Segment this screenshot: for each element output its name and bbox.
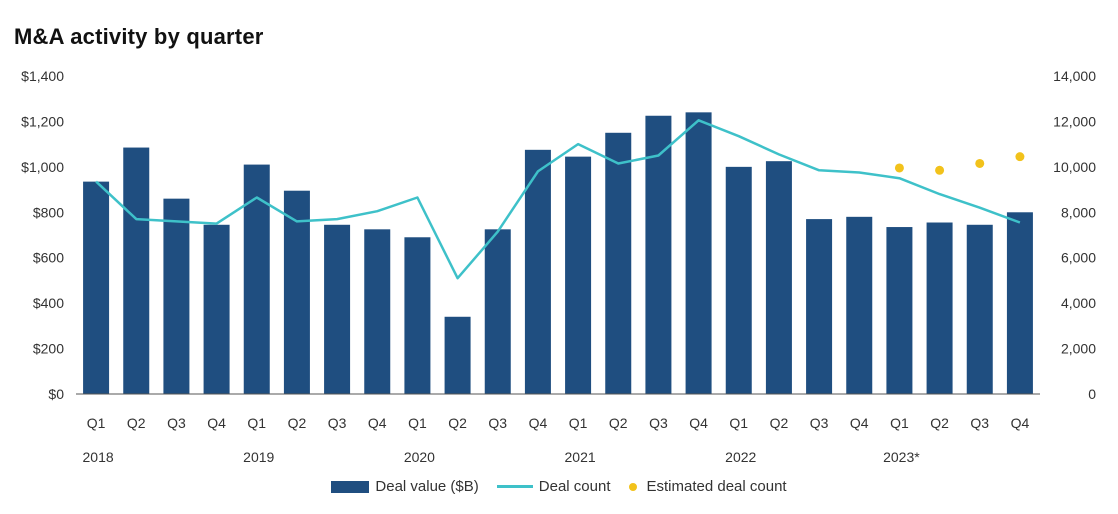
bar-deal-value — [484, 229, 511, 394]
x-tick-label-quarter: Q2 — [930, 415, 949, 431]
bar-deal-value — [524, 149, 551, 394]
x-tick-label-year: 2019 — [243, 449, 274, 465]
x-tick-label-quarter: Q1 — [890, 415, 909, 431]
y-left-tick-label: $1,200 — [21, 113, 64, 129]
legend-label-deal-value: Deal value ($B) — [375, 478, 479, 495]
bar-deal-value — [605, 132, 632, 395]
y-left-tick-label: $0 — [48, 386, 64, 402]
x-tick-label-year: 2023* — [883, 449, 920, 465]
y-right-tick-label: 0 — [1088, 386, 1096, 402]
x-tick-label-quarter: Q1 — [247, 415, 266, 431]
y-right-tick-label: 12,000 — [1053, 113, 1096, 129]
x-tick-label-quarter: Q2 — [609, 415, 628, 431]
chart-title: M&A activity by quarter — [14, 24, 264, 49]
bar-deal-value — [163, 198, 190, 394]
x-tick-label-quarter: Q2 — [127, 415, 146, 431]
y-left-tick-label: $600 — [33, 250, 64, 266]
x-tick-label-quarter: Q4 — [1011, 415, 1030, 431]
bar-deal-value — [444, 316, 471, 394]
legend-label-estimated: Estimated deal count — [646, 478, 787, 495]
bar-deal-value — [324, 224, 351, 394]
y-right-tick-label: 8,000 — [1061, 204, 1096, 220]
x-tick-label-quarter: Q1 — [729, 415, 748, 431]
x-tick-label-year: 2022 — [725, 449, 756, 465]
bar-deal-value — [1006, 212, 1033, 394]
bar-deal-value — [404, 237, 431, 394]
bar-deal-value — [685, 112, 712, 394]
y-right-tick-label: 10,000 — [1053, 159, 1096, 175]
bar-deal-value — [886, 227, 913, 394]
legend-swatch-dot — [628, 482, 637, 491]
point-estimated-deal-count — [894, 163, 904, 173]
point-estimated-deal-count — [1015, 152, 1025, 162]
x-tick-label-quarter: Q2 — [288, 415, 307, 431]
y-right-tick-label: 4,000 — [1061, 295, 1096, 311]
bar-deal-value — [765, 161, 792, 394]
x-tick-label-quarter: Q4 — [850, 415, 869, 431]
y-right-tick-label: 6,000 — [1061, 250, 1096, 266]
bar-deal-value — [203, 224, 230, 394]
bar-deal-value — [806, 219, 833, 394]
x-tick-label-quarter: Q3 — [810, 415, 829, 431]
x-tick-label-quarter: Q4 — [689, 415, 708, 431]
x-tick-label-quarter: Q3 — [328, 415, 347, 431]
bar-deal-value — [725, 166, 752, 394]
bar-deal-value — [846, 216, 873, 394]
bar-deal-value — [645, 115, 672, 394]
bar-deal-value — [565, 156, 592, 394]
legend-item-deal-value: Deal value ($B) — [331, 478, 479, 495]
y-right-tick-label: 14,000 — [1053, 68, 1096, 84]
bar-deal-value — [364, 229, 391, 394]
x-tick-label-quarter: Q2 — [770, 415, 789, 431]
chart-plot: $0 $200 $400 $600 $800 $1,000 $1,200 $1,400 0 2,0… — [21, 68, 1096, 465]
line-deal-count — [95, 119, 1021, 280]
x-tick-label-quarter: Q4 — [529, 415, 548, 431]
y-left-tick-label: $400 — [33, 295, 64, 311]
x-tick-label-quarter: Q3 — [970, 415, 989, 431]
x-tick-label-quarter: Q3 — [649, 415, 668, 431]
x-tick-label-quarter: Q4 — [368, 415, 387, 431]
legend-swatch-line — [496, 485, 533, 488]
x-tick-label-quarter: Q1 — [569, 415, 588, 431]
legend-swatch-bar — [331, 480, 370, 493]
bar-deal-value — [123, 147, 150, 394]
y-right-tick-label: 2,000 — [1061, 341, 1096, 357]
chart-legend: Deal value ($B) Deal count Estimated dea… — [0, 478, 1118, 495]
y-left-tick-label: $200 — [33, 341, 64, 357]
bar-deal-value — [966, 224, 993, 394]
y-left-tick-label: $800 — [33, 204, 64, 220]
legend-label-deal-count: Deal count — [538, 478, 611, 495]
x-tick-label-quarter: Q3 — [488, 415, 507, 431]
point-estimated-deal-count — [975, 158, 985, 168]
legend-item-deal-count: Deal count — [496, 478, 611, 495]
x-tick-label-quarter: Q2 — [448, 415, 467, 431]
x-tick-label-year: 2021 — [565, 449, 596, 465]
x-tick-label-quarter: Q1 — [408, 415, 427, 431]
legend-item-estimated: Estimated deal count — [628, 478, 787, 495]
x-tick-label-year: 2020 — [404, 449, 435, 465]
y-left-tick-label: $1,400 — [21, 68, 64, 84]
bar-deal-value — [83, 181, 110, 394]
y-left-tick-label: $1,000 — [21, 159, 64, 175]
x-tick-label-quarter: Q1 — [87, 415, 106, 431]
x-tick-label-quarter: Q4 — [207, 415, 226, 431]
point-estimated-deal-count — [935, 165, 945, 175]
x-tick-label-quarter: Q3 — [167, 415, 186, 431]
bar-deal-value — [283, 190, 310, 394]
x-tick-label-year: 2018 — [83, 449, 114, 465]
bar-deal-value — [926, 222, 953, 394]
